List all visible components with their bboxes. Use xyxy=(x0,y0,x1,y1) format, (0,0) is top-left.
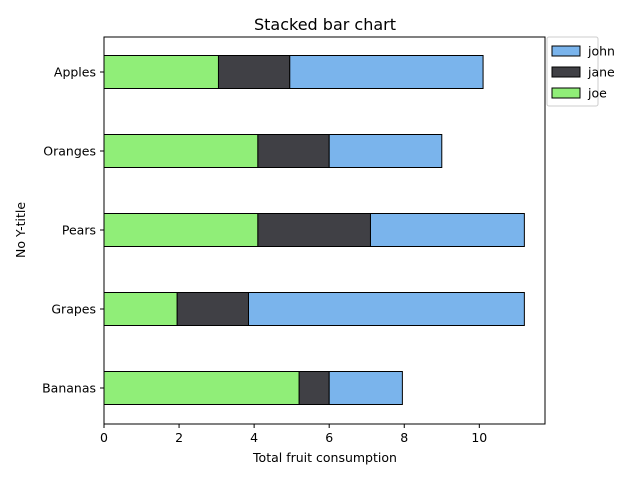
bar-john-grapes xyxy=(247,292,525,326)
legend-label-jane: jane xyxy=(587,65,615,80)
legend-swatch-joe xyxy=(551,87,581,99)
bar-john-oranges xyxy=(328,134,443,168)
x-tick-label: 0 xyxy=(100,430,108,445)
y-tick-label: Grapes xyxy=(51,302,96,317)
bar-jane-bananas xyxy=(298,371,330,405)
bar-joe-oranges xyxy=(103,134,259,168)
bar-jane-oranges xyxy=(257,134,330,168)
y-axis-label: No Y-title xyxy=(13,202,28,258)
bar-john-bananas xyxy=(328,371,403,405)
y-axis-ticks: Apples Oranges Pears Grapes Bananas xyxy=(42,65,104,396)
bar-joe-bananas xyxy=(103,371,300,405)
bar-john-apples xyxy=(289,55,484,89)
x-tick-label: 4 xyxy=(250,430,258,445)
x-axis-ticks: 0 2 4 6 8 10 xyxy=(100,424,487,445)
bar-jane-apples xyxy=(217,55,291,89)
legend-swatch-jane xyxy=(551,66,581,78)
bar-john-pears xyxy=(369,213,525,247)
bar-jane-grapes xyxy=(176,292,249,326)
y-tick-label: Bananas xyxy=(42,381,96,396)
bar-joe-pears xyxy=(103,213,259,247)
x-tick-label: 8 xyxy=(400,430,408,445)
x-tick-label: 6 xyxy=(325,430,333,445)
legend-swatch-john xyxy=(551,45,581,57)
legend-label-joe: joe xyxy=(587,86,607,101)
x-tick-label: 2 xyxy=(175,430,183,445)
chart-title: Stacked bar chart xyxy=(254,15,396,34)
x-axis-label: Total fruit consumption xyxy=(252,450,397,465)
bar-joe-grapes xyxy=(103,292,178,326)
bars-group xyxy=(103,55,525,405)
legend: john jane joe xyxy=(546,36,615,107)
y-tick-label: Oranges xyxy=(43,144,96,159)
legend-label-john: john xyxy=(587,44,615,59)
y-tick-label: Pears xyxy=(62,223,96,238)
x-tick-label: 10 xyxy=(471,430,487,445)
bar-joe-apples xyxy=(103,55,219,89)
y-tick-label: Apples xyxy=(54,65,96,80)
bar-jane-pears xyxy=(257,213,371,247)
